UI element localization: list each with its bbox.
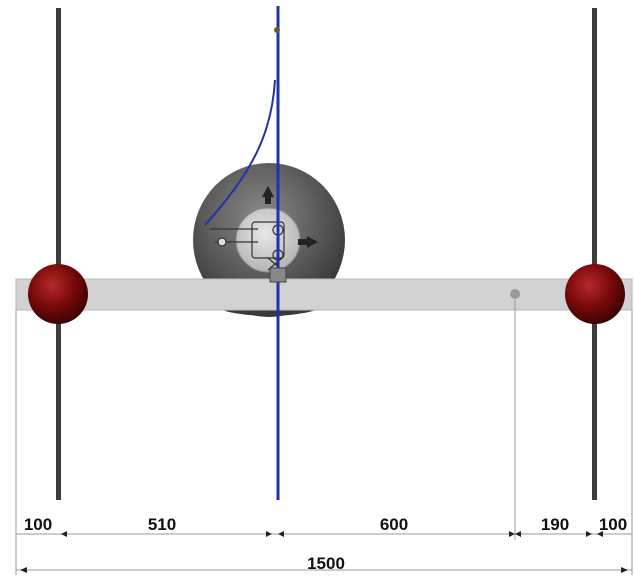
cable-curve bbox=[204, 79, 276, 226]
arrow-up-icon bbox=[262, 186, 274, 197]
right-pole bbox=[592, 8, 597, 500]
dim-total: 1500 bbox=[307, 554, 345, 573]
arrow-up-stem bbox=[265, 196, 271, 204]
hub-plate bbox=[235, 207, 301, 273]
left-ball-icon bbox=[28, 264, 88, 324]
horizontal-beam bbox=[15, 278, 633, 311]
dim-middle-span: 600 bbox=[380, 515, 408, 534]
arrow-right-stem bbox=[298, 239, 308, 245]
right-ball-icon bbox=[565, 264, 625, 324]
arrow-right-icon bbox=[307, 236, 318, 248]
dim-left-edge: 100 bbox=[24, 515, 52, 534]
dim-left-span: 510 bbox=[148, 515, 176, 534]
axis-top-node bbox=[274, 27, 280, 33]
dimension-lines bbox=[15, 300, 633, 575]
dimension-arrows bbox=[20, 531, 628, 573]
dim-right-span: 190 bbox=[541, 515, 569, 534]
dim-right-edge: 100 bbox=[599, 515, 627, 534]
left-pole bbox=[56, 8, 61, 500]
beam-marker-dot bbox=[510, 289, 520, 299]
axis-bracket bbox=[269, 267, 287, 283]
